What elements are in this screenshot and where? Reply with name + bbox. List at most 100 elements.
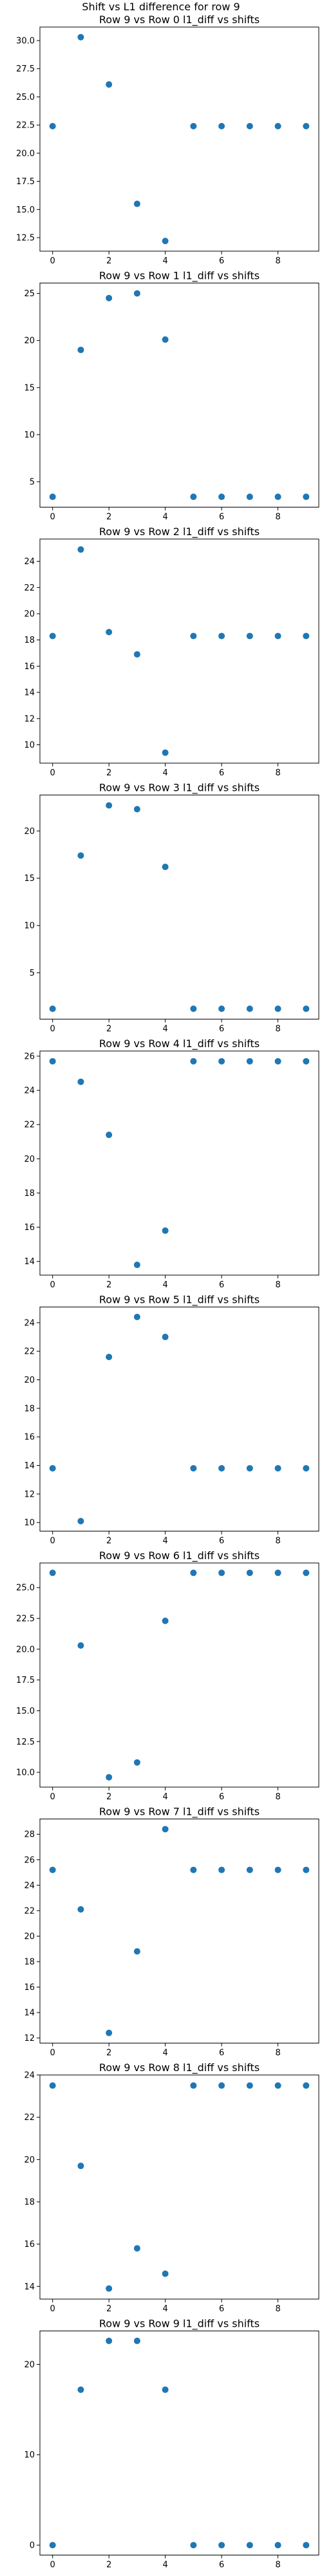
x-tick-label: 0 [50,2049,55,2058]
data-point [274,493,281,500]
axes-frame [39,1050,319,1276]
subplot-title: Row 9 vs Row 7 l1_diff vs shifts [99,1806,260,1819]
x-tick-label: 8 [275,256,280,266]
x-tick-label: 0 [50,513,55,522]
x-tick-label: 2 [106,2561,111,2570]
data-point [106,2285,113,2292]
data-point [246,493,253,500]
x-tick-label: 6 [219,768,224,778]
y-tick-label: 25 [24,289,35,299]
data-point [218,2542,225,2549]
x-tick-label: 0 [50,1792,55,1802]
data-point [162,1227,169,1234]
subplot-title: Row 9 vs Row 8 l1_diff vs shifts [99,2061,260,2074]
data-point [106,2029,113,2036]
data-point [106,1774,113,1781]
y-tick-label: 28 [24,1830,35,1840]
axes-frame [39,283,319,507]
data-point [77,852,84,859]
y-tick-label: 14 [24,1461,35,1471]
axes-frame [39,538,319,764]
data-point [190,1464,197,1472]
x-tick-label: 8 [275,1792,280,1802]
y-tick-label: 14 [24,2009,35,2018]
subplot-1: Row 9 vs Row 1 l1_diff vs shifts 0 2 4 6 8 5 10… [24,270,319,522]
axes-frame [39,795,319,1019]
y-tick-label: 10 [24,1519,35,1528]
data-point [49,1005,56,1012]
x-tick-label: 4 [162,1792,167,1802]
data-point [162,336,169,343]
x-tick-label: 8 [275,1025,280,1034]
data-point [190,2082,197,2089]
data-point [246,1866,253,1873]
y-tick-label: 14 [24,688,35,698]
data-point [218,1057,225,1065]
data-point [190,2542,197,2549]
data-point [106,629,113,636]
subplot-title: Row 9 vs Row 3 l1_diff vs shifts [99,782,260,795]
data-point [77,2163,84,2170]
x-tick-label: 4 [162,1025,167,1034]
x-tick-label: 6 [219,256,224,266]
x-tick-label: 2 [106,1792,111,1802]
x-tick-label: 6 [219,2561,224,2570]
y-tick-label: 20 [24,610,35,620]
x-tick-label: 4 [162,1537,167,1546]
data-point [49,2082,56,2089]
data-point [162,1826,169,1833]
data-point [133,1262,140,1269]
y-tick-label: 12.5 [16,234,35,243]
y-tick-label: 22 [24,1121,35,1130]
y-tick-label: 22.5 [16,1615,35,1624]
y-tick-label: 18 [24,1957,35,1967]
y-tick-label: 18 [24,2197,35,2207]
data-point [190,1866,197,1873]
y-tick-label: 16 [24,662,35,672]
x-tick-label: 8 [275,1537,280,1546]
y-tick-label: 20 [24,1155,35,1164]
y-tick-label: 10 [24,430,35,440]
data-point [106,294,113,301]
data-point [246,2082,253,2089]
y-tick-label: 24 [24,2071,35,2081]
subplot-title: Row 9 vs Row 1 l1_diff vs shifts [99,270,260,283]
data-point [133,1314,140,1321]
y-tick-label: 30.0 [16,36,35,46]
data-point [77,33,84,41]
subplot-0: Row 9 vs Row 0 l1_diff vs shifts 0 2 4 6 8 12.… [16,14,319,266]
x-tick-label: 8 [275,1280,280,1290]
data-point [133,806,140,813]
data-point [49,1464,56,1472]
data-point [190,493,197,500]
axes-frame [39,1562,319,1788]
subplot-title: Row 9 vs Row 4 l1_diff vs shifts [99,1037,260,1050]
x-tick-label: 4 [162,2561,167,2570]
y-tick-label: 15.0 [16,1707,35,1716]
data-point [162,1334,169,1341]
data-point [49,122,56,129]
data-point [49,493,56,500]
axes-frame [39,2331,319,2555]
data-point [77,1517,84,1524]
data-point [49,632,56,639]
data-point [133,651,140,658]
axes-frame [39,1307,319,1531]
data-point [106,81,113,88]
y-tick-label: 10.0 [16,1768,35,1778]
data-point [218,122,225,129]
x-tick-label: 0 [50,1025,55,1034]
x-tick-label: 0 [50,2561,55,2570]
data-point [218,1866,225,1873]
data-point [162,1617,169,1624]
data-point [274,1866,281,1873]
x-tick-label: 4 [162,768,167,778]
y-tick-label: 5 [30,969,35,978]
data-point [190,1057,197,1065]
data-point [274,2082,281,2089]
data-point [274,122,281,129]
y-tick-label: 24 [24,557,35,567]
